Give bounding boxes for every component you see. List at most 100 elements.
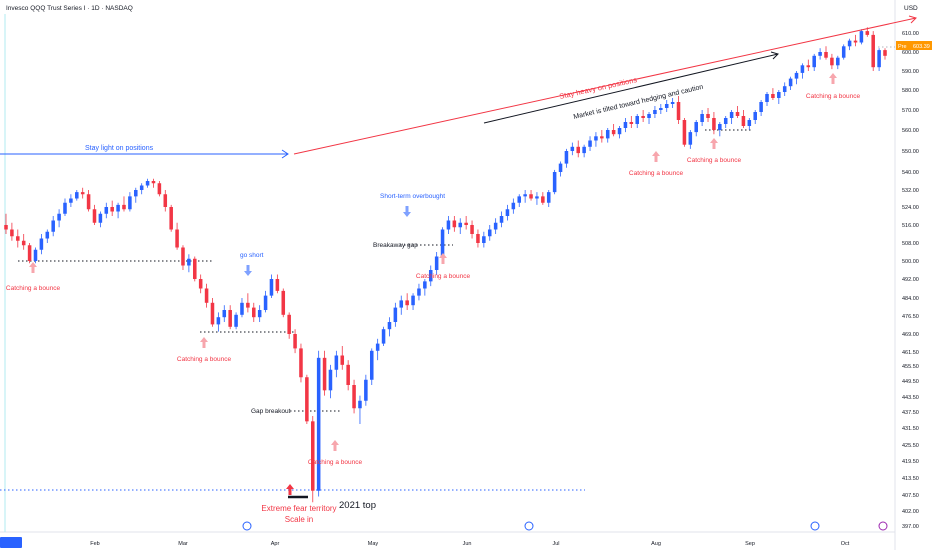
candle-body [517, 196, 522, 203]
candle-body [80, 192, 85, 195]
event-icon [242, 521, 252, 531]
scale-in-label: Scale in [285, 515, 313, 524]
candle-body [594, 136, 598, 141]
candle-body [841, 46, 846, 58]
candle-body [116, 204, 120, 212]
candle-body [263, 295, 268, 310]
arrow-up-icon [29, 262, 37, 273]
y-tick-label: 570.00 [902, 108, 919, 114]
candle-body [393, 307, 398, 322]
candle-body [128, 196, 132, 210]
x-tick-label: Feb [90, 541, 99, 547]
candle-body [487, 229, 492, 237]
market-tilted-arrowhead [770, 51, 779, 60]
candle-body [145, 181, 150, 186]
candle-body [788, 78, 793, 87]
candle-body [411, 295, 415, 306]
bounce-label-7: Catching a bounce [806, 93, 861, 100]
candle-body [777, 92, 781, 98]
arrow-up-icon [710, 138, 718, 149]
candle-body [576, 146, 581, 154]
y-tick-label: 469.00 [902, 332, 919, 338]
candle-body [782, 86, 787, 92]
candle-body [305, 377, 309, 422]
candle-body [440, 229, 445, 257]
bounce-label-6: Catching a bounce [687, 157, 742, 164]
arrow-up-icon [286, 484, 294, 495]
y-tick-label: 455.50 [902, 364, 919, 370]
candle-body [611, 130, 616, 135]
candle-body [269, 279, 274, 296]
candle-body [287, 314, 291, 334]
candle-body [293, 334, 297, 349]
candle-body [735, 112, 740, 116]
candle-body [747, 120, 752, 126]
candle-body [635, 116, 639, 124]
candle-body [151, 181, 156, 184]
y-tick-label: 590.00 [902, 69, 919, 75]
candle-body [240, 302, 244, 315]
arrow-up-icon [331, 440, 339, 451]
candles-group [4, 27, 887, 503]
candle-body [883, 50, 887, 56]
stay-heavy-label: Stay heavy on positions [558, 75, 638, 101]
symbol-title: Invesco QQQ Trust Series I · 1D · NASDAQ [6, 5, 133, 12]
candle-body [523, 194, 527, 197]
candle-body [647, 114, 651, 118]
candle-body [45, 231, 50, 239]
y-tick-label: 560.00 [902, 128, 919, 134]
candle-body [423, 281, 427, 289]
support-lines [18, 46, 895, 412]
x-tick-label: Jun [463, 541, 472, 547]
candle-body [198, 279, 203, 289]
candle-body [877, 50, 881, 68]
candle-body [375, 343, 380, 351]
candle-body [352, 385, 356, 409]
candle-body [51, 220, 55, 232]
candle-body [794, 72, 799, 79]
y-tick-label: 580.00 [902, 88, 919, 94]
x-tick-label: Jul [552, 541, 559, 547]
candle-body [629, 122, 634, 124]
y-tick-label: 407.50 [902, 493, 919, 499]
candle-body [163, 194, 168, 207]
candle-body [346, 364, 350, 385]
candle-body [812, 55, 816, 68]
candle-body [558, 163, 563, 172]
candle-body [670, 102, 675, 104]
candle-body [381, 329, 386, 344]
candle-body [181, 247, 185, 266]
event-icon [524, 521, 534, 531]
short-arrows [244, 206, 411, 276]
candle-body [10, 229, 14, 237]
candle-body [387, 322, 392, 330]
candle-body [694, 122, 698, 133]
market-tilted-arrow [483, 53, 779, 124]
candle-body [541, 196, 545, 203]
candle-body [605, 130, 610, 139]
candle-body [246, 302, 250, 308]
candle-body [446, 220, 451, 230]
candle-body [723, 118, 728, 124]
candle-body [493, 222, 498, 230]
y-tick-label: 532.00 [902, 188, 919, 194]
candle-body [358, 400, 362, 409]
candle-body [369, 350, 374, 380]
x-tick-label: Mar [178, 541, 188, 547]
candle-body [741, 116, 746, 126]
bounce-label-2: Catching a bounce [177, 356, 232, 363]
candle-body [535, 196, 539, 199]
candle-body [712, 118, 716, 130]
short-term-overbought-label: Short-term overbought [380, 193, 445, 200]
candle-body [570, 146, 575, 151]
candle-body [334, 355, 339, 370]
candle-body [57, 213, 61, 221]
candle-body [582, 146, 586, 154]
candle-body [818, 52, 822, 56]
currency-label: USD [904, 5, 918, 12]
event-markers [242, 521, 888, 531]
y-tick-label: 550.00 [902, 149, 919, 155]
extreme-fear-label: Extreme fear territory [261, 504, 336, 513]
candle-body [275, 279, 280, 291]
